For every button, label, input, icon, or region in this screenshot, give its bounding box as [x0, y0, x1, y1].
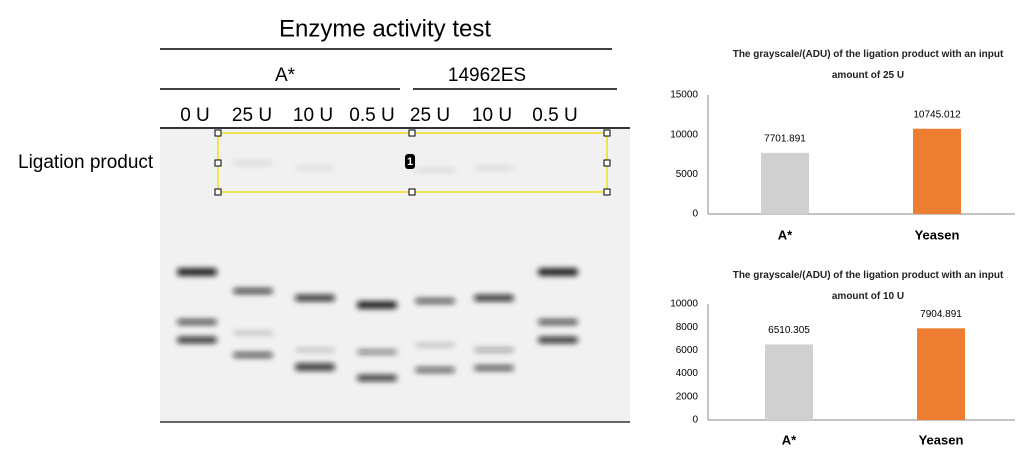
bar-chart: The grayscale/(ADU) of the ligation prod…	[670, 270, 1015, 447]
bar	[917, 328, 965, 420]
band	[357, 375, 397, 381]
lane-label: 25 U	[232, 105, 272, 126]
x-tick-label: A*	[778, 227, 793, 242]
y-tick-label: 0	[692, 415, 698, 426]
band	[474, 295, 514, 301]
band	[415, 367, 455, 373]
y-tick-label: 6000	[676, 345, 699, 356]
band	[295, 363, 335, 371]
band	[415, 343, 455, 347]
band	[295, 166, 335, 170]
bar	[765, 344, 813, 420]
band	[474, 365, 514, 371]
chart-title-box: The grayscale/(ADU) of the ligation prod…	[732, 49, 1004, 81]
y-tick-label: 10000	[670, 129, 698, 140]
band	[538, 337, 578, 343]
row-label: Ligation product	[18, 152, 154, 173]
y-tick-label: 2000	[676, 391, 699, 402]
band	[538, 319, 578, 325]
x-tick-label: A*	[782, 432, 797, 447]
bar	[913, 128, 961, 214]
lane-label: 10 U	[472, 105, 512, 126]
band	[415, 298, 455, 304]
value-label: 7701.891	[764, 134, 806, 145]
y-tick-label: 5000	[676, 169, 699, 180]
badge-text: 1	[407, 156, 413, 168]
handles	[214, 129, 611, 196]
y-tick-label: 0	[692, 209, 698, 220]
bands	[177, 161, 578, 381]
band	[295, 295, 335, 301]
band	[474, 348, 514, 352]
band	[177, 337, 217, 343]
y-tick-label: 4000	[676, 368, 699, 379]
lane-label: 10 U	[293, 105, 333, 126]
handle	[408, 129, 416, 137]
handle	[214, 159, 222, 167]
group-label: 14962ES	[448, 65, 526, 86]
gel-panel: Enzyme activity test A* 14962ES Ligation…	[18, 15, 630, 423]
lane-label: 0.5 U	[532, 105, 577, 126]
band	[177, 319, 217, 325]
band	[233, 352, 273, 358]
bar	[761, 152, 809, 214]
y-tick-label: 10000	[670, 299, 698, 310]
x-tick-label: Yeasen	[919, 432, 964, 447]
chart-title: The grayscale/(ADU) of the ligation prod…	[732, 49, 1004, 81]
gel-title: Enzyme activity test	[279, 15, 491, 42]
band	[415, 168, 455, 172]
lane-label: 25 U	[410, 105, 450, 126]
handle	[214, 129, 222, 137]
lane-label: 0 U	[180, 105, 210, 126]
value-label: 7904.891	[920, 309, 962, 320]
group-label: A*	[275, 65, 296, 86]
band	[233, 288, 273, 294]
chart-title: The grayscale/(ADU) of the ligation prod…	[732, 270, 1004, 302]
value-label: 10745.012	[913, 109, 961, 120]
band	[474, 166, 514, 170]
band	[295, 348, 335, 352]
y-tick-label: 8000	[676, 322, 699, 333]
handle	[603, 188, 611, 196]
y-tick-label: 15000	[670, 90, 698, 101]
handle	[603, 129, 611, 137]
band	[357, 301, 397, 309]
handle	[214, 188, 222, 196]
band	[357, 350, 397, 354]
badge	[405, 154, 415, 169]
band	[177, 268, 217, 276]
value-label: 6510.305	[768, 325, 810, 336]
lane-label: 0.5 U	[349, 105, 394, 126]
handle	[408, 188, 416, 196]
bar-chart: The grayscale/(ADU) of the ligation prod…	[670, 49, 1015, 242]
band	[233, 331, 273, 335]
handle	[603, 159, 611, 167]
band	[233, 161, 273, 165]
x-tick-label: Yeasen	[915, 227, 960, 242]
band	[538, 268, 578, 276]
chart-title-box: The grayscale/(ADU) of the ligation prod…	[732, 270, 1004, 302]
